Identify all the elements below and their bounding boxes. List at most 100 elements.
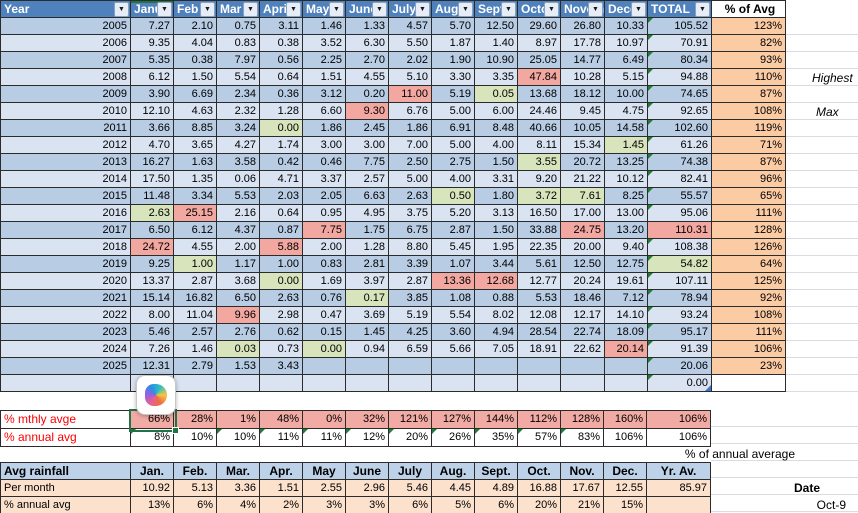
year-cell[interactable]: 2022 [0,306,131,324]
month-value-cell[interactable]: 2.05 [302,187,346,205]
month-value-cell[interactable]: 3.66 [130,119,174,137]
month-value-cell[interactable]: 4.04 [173,34,217,52]
month-value-cell[interactable]: 0.56 [259,51,303,69]
month-value-cell[interactable]: 10.33 [604,17,649,35]
month-value-cell[interactable]: 14.10 [604,306,649,324]
month-value-cell[interactable] [345,374,389,392]
month-value-cell[interactable]: 0.88 [474,289,518,307]
bottom-row-label[interactable]: % annual avg [0,496,131,513]
month-value-cell[interactable]: 0.42 [259,153,303,171]
month-value-cell[interactable]: 9.40 [604,238,649,256]
bottom-value-cell[interactable]: 6% [388,496,432,513]
total-cell[interactable]: 94.88 [647,68,713,86]
month-value-cell[interactable]: 0.36 [259,85,303,103]
month-value-cell[interactable]: 5.70 [431,17,475,35]
column-header-month[interactable]: Feb ▼ [173,0,217,18]
pct-of-avg-cell[interactable]: 123% [711,17,787,35]
month-value-cell[interactable]: 6.60 [302,102,346,120]
month-value-cell[interactable]: 4.70 [130,136,174,154]
month-value-cell[interactable]: 0.94 [345,340,389,358]
month-value-cell[interactable]: 13.20 [604,221,649,239]
month-value-cell[interactable]: 0.03 [216,340,260,358]
month-value-cell[interactable]: 13.37 [130,272,174,290]
month-value-cell[interactable]: 2.70 [345,51,389,69]
month-value-cell[interactable]: 19.61 [604,272,649,290]
year-cell[interactable]: 2017 [0,221,131,239]
month-value-cell[interactable]: 12.50 [559,255,606,273]
month-value-cell[interactable]: 6.50 [216,289,260,307]
month-value-cell[interactable]: 6.00 [474,102,518,120]
month-value-cell[interactable]: 13.00 [604,204,649,222]
month-value-cell[interactable]: 1.00 [173,255,217,273]
pct-of-avg-cell[interactable]: 92% [711,289,787,307]
bottom-value-cell[interactable]: 4.45 [431,479,475,497]
month-value-cell[interactable] [302,374,346,392]
month-value-cell[interactable]: 12.10 [130,102,174,120]
month-value-cell[interactable]: 4.63 [173,102,217,120]
total-cell[interactable]: 110.31 [647,221,713,239]
month-value-cell[interactable] [259,374,303,392]
month-value-cell[interactable]: 3.11 [259,17,303,35]
year-cell[interactable]: 2019 [0,255,131,273]
month-value-cell[interactable]: 0.20 [345,85,389,103]
month-value-cell[interactable]: 3.68 [216,272,260,290]
month-value-cell[interactable]: 0.73 [259,340,303,358]
month-value-cell[interactable]: 2.76 [216,323,260,341]
month-value-cell[interactable]: 2.87 [431,221,475,239]
month-value-cell[interactable]: 4.95 [345,204,389,222]
column-header-pct-of-avg[interactable]: % of Avg [711,0,787,18]
pct-of-avg-cell[interactable]: 106% [711,340,787,358]
month-value-cell[interactable]: 0.47 [302,306,346,324]
month-value-cell[interactable]: 24.72 [130,238,174,256]
month-value-cell[interactable]: 0.17 [345,289,389,307]
month-value-cell[interactable]: 24.46 [517,102,561,120]
filter-dropdown-icon[interactable]: ▼ [329,2,344,17]
month-value-cell[interactable]: 3.72 [517,187,561,205]
month-value-cell[interactable]: 7.97 [216,51,260,69]
month-value-cell[interactable]: 0.00 [302,340,346,358]
percent-cell[interactable]: 1% [216,410,260,429]
month-value-cell[interactable]: 2.32 [216,102,260,120]
year-cell[interactable]: 2010 [0,102,131,120]
month-value-cell[interactable]: 3.69 [345,306,389,324]
total-cell[interactable]: 102.60 [647,119,713,137]
month-value-cell[interactable]: 1.87 [431,34,475,52]
month-value-cell[interactable]: 12.77 [517,272,561,290]
total-cell[interactable]: 108.38 [647,238,713,256]
month-value-cell[interactable]: 6.12 [130,68,174,86]
month-value-cell[interactable]: 13.25 [604,153,649,171]
month-value-cell[interactable]: 1.33 [345,17,389,35]
month-value-cell[interactable]: 9.20 [517,170,561,188]
month-value-cell[interactable]: 1.35 [173,170,217,188]
bottom-value-cell[interactable]: 13% [130,496,174,513]
month-value-cell[interactable]: 2.63 [388,187,432,205]
month-value-cell[interactable]: 3.75 [388,204,432,222]
month-value-cell[interactable]: 3.31 [474,170,518,188]
bottom-value-cell[interactable]: 15% [603,496,647,513]
percent-total-cell[interactable]: 106% [646,410,711,429]
month-value-cell[interactable]: 1.46 [173,340,217,358]
total-cell[interactable]: 105.52 [647,17,713,35]
month-value-cell[interactable]: 6.63 [345,187,389,205]
month-value-cell[interactable]: 5.19 [431,85,475,103]
percent-cell[interactable]: 128% [560,410,604,429]
month-value-cell[interactable]: 2.00 [302,238,346,256]
percent-cell[interactable]: 160% [603,410,647,429]
filter-dropdown-icon[interactable]: ▼ [286,2,301,17]
month-value-cell[interactable]: 2.63 [130,204,174,222]
pct-of-avg-cell[interactable]: 126% [711,238,787,256]
month-value-cell[interactable]: 4.25 [388,323,432,341]
month-value-cell[interactable]: 14.77 [559,51,606,69]
month-value-cell[interactable] [604,357,649,375]
filter-dropdown-icon[interactable]: ▼ [458,2,473,17]
bottom-value-cell[interactable]: 1.51 [259,479,303,497]
month-value-cell[interactable]: 0.00 [259,272,303,290]
month-value-cell[interactable]: 5.53 [517,289,561,307]
month-value-cell[interactable]: 16.50 [517,204,561,222]
year-cell[interactable]: 2015 [0,187,131,205]
month-value-cell[interactable]: 25.05 [517,51,561,69]
year-cell[interactable]: 2007 [0,51,131,69]
total-cell[interactable]: 92.65 [647,102,713,120]
bottom-value-cell[interactable]: 2% [259,496,303,513]
month-value-cell[interactable]: 3.39 [388,255,432,273]
